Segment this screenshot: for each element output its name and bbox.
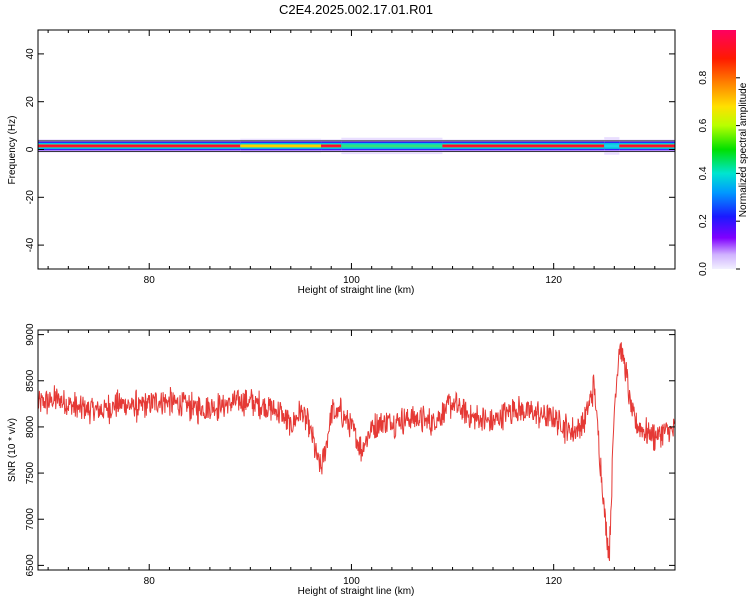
- band-segment: [240, 138, 322, 154]
- snr-frame: [37, 329, 676, 571]
- frequency-band: [38, 137, 675, 155]
- spectrogram-xlabel: Height of straight line (km): [298, 285, 415, 296]
- y-tick-label: 20: [25, 96, 36, 108]
- snr-panel: 80 100 120 6500 7000 7500 8000 8500 9000 Height …: [7, 323, 676, 597]
- snr-xlabel: Height of straight line (km): [298, 586, 415, 597]
- spectrogram-ylabel: Frequency (Hz): [7, 116, 18, 185]
- colorbar-ticks: 0.0 0.2 0.4 0.6 0.8: [698, 70, 740, 276]
- x-tick-label: 120: [545, 576, 562, 587]
- y-tick-label: 8000: [25, 415, 36, 438]
- colorbar-tick-label: 0.2: [698, 214, 709, 228]
- colorbar-gradient: [712, 30, 736, 269]
- snr-ylabel: SNR (10 * v/v): [7, 418, 18, 482]
- snr-ticks: 80 100 120 6500 7000 7500 8000 8500 9000: [25, 323, 676, 587]
- y-tick-label: 9000: [25, 323, 36, 346]
- y-tick-label: 40: [25, 48, 36, 60]
- y-tick-label: 7500: [25, 462, 36, 485]
- spectrogram-panel: 80 100 120 40 20 0 -20 -40 Height of straight l…: [7, 29, 676, 296]
- band-segment: [38, 139, 241, 153]
- y-tick-label: -20: [25, 190, 36, 205]
- x-tick-label: 100: [343, 275, 360, 286]
- band-segment: [604, 137, 620, 155]
- snr-series-line: [38, 342, 675, 561]
- band-segment: [442, 139, 605, 153]
- x-tick-label: 100: [343, 576, 360, 587]
- x-tick-label: 120: [545, 275, 562, 286]
- band-segment: [321, 139, 342, 153]
- band-segment: [341, 137, 443, 155]
- colorbar-tick-label: 0.6: [698, 118, 709, 132]
- spectrogram-ticks: 80 100 120 40 20 0 -20 -40: [25, 30, 676, 286]
- figure-title: C2E4.2025.002.17.01.R01: [279, 2, 433, 17]
- y-tick-label: 8500: [25, 369, 36, 392]
- y-tick-label: 6500: [25, 554, 36, 577]
- colorbar-tick-label: 0.0: [698, 262, 709, 276]
- y-tick-label: -40: [25, 237, 36, 252]
- band-segment: [619, 139, 675, 153]
- x-tick-label: 80: [144, 275, 156, 286]
- colorbar: 0.0 0.2 0.4 0.6 0.8 Normalized spectral ampl…: [698, 30, 749, 276]
- y-tick-label: 0: [25, 146, 36, 152]
- y-tick-label: 7000: [25, 508, 36, 531]
- colorbar-label: Normalized spectral amplitude: [738, 82, 749, 217]
- colorbar-tick-label: 0.4: [698, 166, 709, 180]
- colorbar-tick-label: 0.8: [698, 70, 709, 84]
- x-tick-label: 80: [144, 576, 156, 587]
